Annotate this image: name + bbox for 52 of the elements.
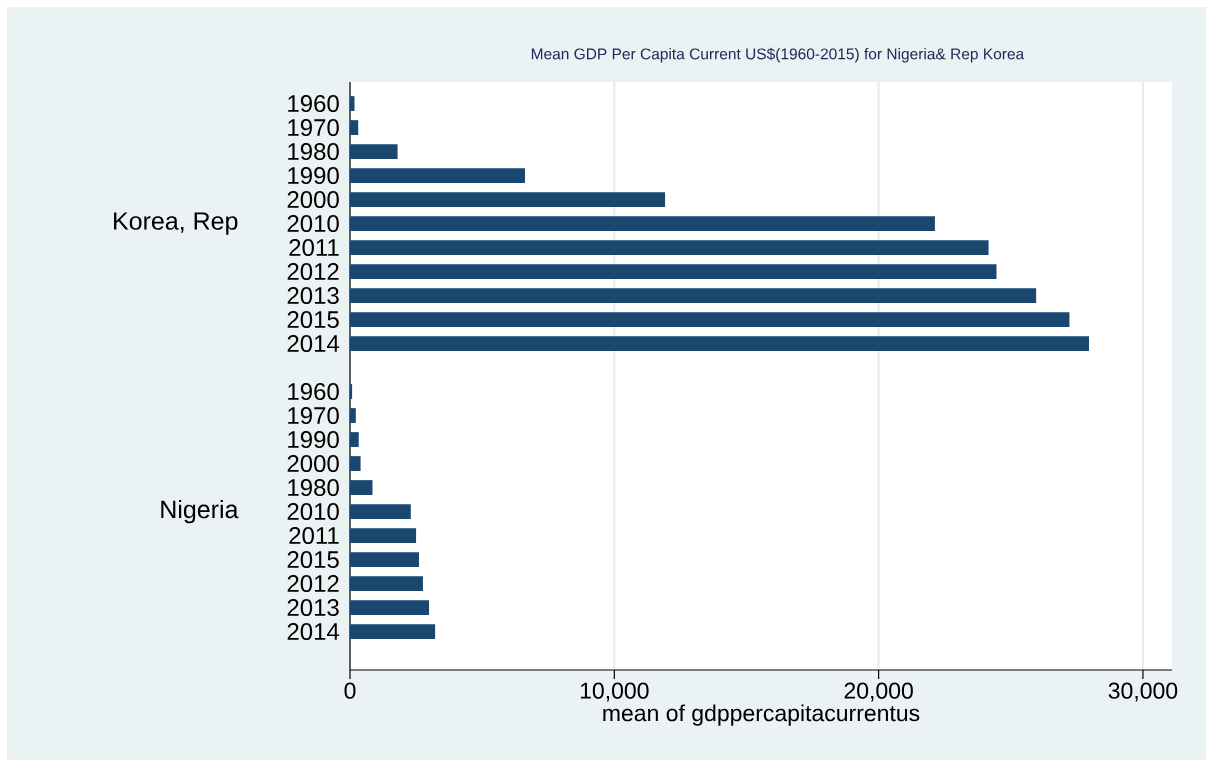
y-tick-label: 2013 [287,599,339,617]
y-tick-label: 2012 [287,575,339,593]
bar [350,96,355,112]
text: Korea, Rep [114,212,238,235]
chart-title: Mean GDP Per Capita Current US$(1960-2015) for Nigeria& Rep Korea [531,47,1025,63]
bar [350,288,1037,304]
y-tick-label: 2011 [289,239,339,257]
x-tick-label: 10,000 [580,682,649,702]
bar [350,384,353,400]
bar [350,240,989,256]
x-tick-label: 20,000 [844,682,913,702]
y-tick-label: 2011 [289,527,339,545]
bar [350,336,1090,352]
x-tick-label: 0 [344,682,356,699]
bar [350,624,436,640]
bar [350,192,666,208]
y-tick-label: 2013 [287,287,339,305]
bar [350,528,417,544]
bar [350,576,423,592]
bar [350,144,398,160]
y-tick-label: 2012 [287,263,339,281]
bar [350,432,359,448]
bar [350,600,430,616]
text: Nigeria [161,499,239,524]
y-tick-label: 1980 [288,479,339,497]
y-tick-label: 2015 [287,311,339,329]
y-tick-label: 1970 [288,407,339,425]
bar [350,120,359,136]
bar [350,168,525,184]
y-tick-label: 2015 [287,551,339,569]
bar [350,312,1070,328]
y-tick-label: 2014 [287,623,340,641]
y-tick-label: 1990 [288,431,339,449]
y-tick-label: 1960 [288,383,339,401]
bar [350,456,361,472]
y-tick-label: 2010 [287,503,339,521]
x-axis-title: mean of gdppercapitacurrentus [603,704,920,726]
bar [350,480,373,496]
y-tick-label: 2000 [287,455,339,473]
bar [350,504,411,520]
bar [350,552,419,568]
bar [350,264,997,280]
y-tick-label: 2010 [287,215,339,233]
y-tick-label: 2000 [287,191,339,209]
x-tick-label: 30,000 [1108,682,1178,702]
y-tick-label: 1960 [288,95,339,113]
y-tick-label: 2014 [287,335,340,353]
y-tick-label: 1970 [288,119,339,137]
bar [350,408,356,424]
y-tick-label: 1980 [288,143,339,161]
bar [350,216,935,232]
y-tick-label: 1990 [288,167,339,185]
